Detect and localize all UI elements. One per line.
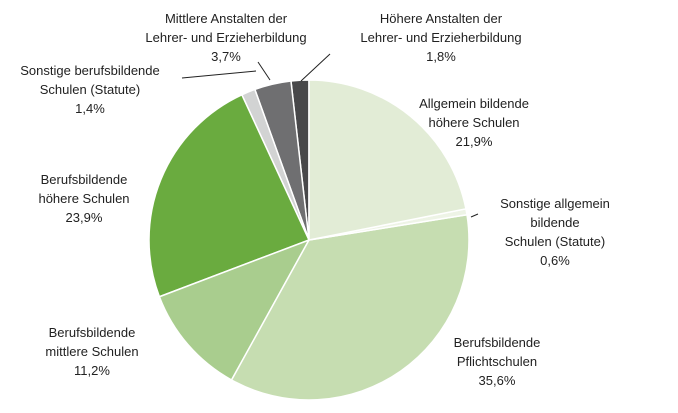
value-label: 35,6% bbox=[478, 373, 516, 388]
value-label: 23,9% bbox=[65, 210, 103, 225]
slice-label: Berufsbildende höhere Schulen 23,9% bbox=[38, 170, 129, 227]
leader-line bbox=[257, 61, 271, 81]
slice-label: Berufsbildende mittlere Schulen 11,2% bbox=[45, 323, 138, 380]
category-name: Sonstige allgemein bildende Schulen (Sta… bbox=[500, 196, 610, 249]
pie-slice bbox=[148, 93, 311, 298]
category-name: Allgemein bildende höhere Schulen bbox=[419, 96, 529, 130]
pie-slice bbox=[308, 79, 467, 241]
value-label: 1,8% bbox=[426, 49, 456, 64]
value-label: 21,9% bbox=[455, 134, 493, 149]
category-name: Berufsbildende höhere Schulen bbox=[38, 172, 130, 206]
category-name: Berufsbildende mittlere Schulen bbox=[45, 325, 139, 359]
slice-label: Höhere Anstalten der Lehrer- und Erziehe… bbox=[360, 9, 521, 66]
value-label: 0,6% bbox=[540, 253, 570, 268]
category-name: Sonstige berufsbildende Schulen (Statute… bbox=[20, 63, 160, 97]
category-name: Mittlere Anstalten der Lehrer- und Erzie… bbox=[145, 11, 307, 45]
category-name: Höhere Anstalten der Lehrer- und Erziehe… bbox=[360, 11, 522, 45]
value-label: 3,7% bbox=[211, 49, 241, 64]
slice-label: Berufsbildende Pflichtschulen 35,6% bbox=[454, 333, 541, 390]
value-label: 1,4% bbox=[75, 101, 105, 116]
pie-slice bbox=[230, 213, 470, 401]
slice-label: Sonstige berufsbildende Schulen (Statute… bbox=[20, 61, 160, 118]
pie-slice bbox=[158, 238, 311, 382]
leader-line bbox=[470, 213, 479, 218]
category-name: Berufsbildende Pflichtschulen bbox=[453, 335, 541, 369]
leader-line bbox=[181, 70, 257, 79]
value-label: 11,2% bbox=[74, 363, 110, 378]
leader-line bbox=[300, 53, 331, 82]
slice-label: Allgemein bildende höhere Schulen 21,9% bbox=[419, 94, 529, 151]
slice-label: Sonstige allgemein bildende Schulen (Sta… bbox=[494, 194, 617, 270]
slice-label: Mittlere Anstalten der Lehrer- und Erzie… bbox=[145, 9, 306, 66]
